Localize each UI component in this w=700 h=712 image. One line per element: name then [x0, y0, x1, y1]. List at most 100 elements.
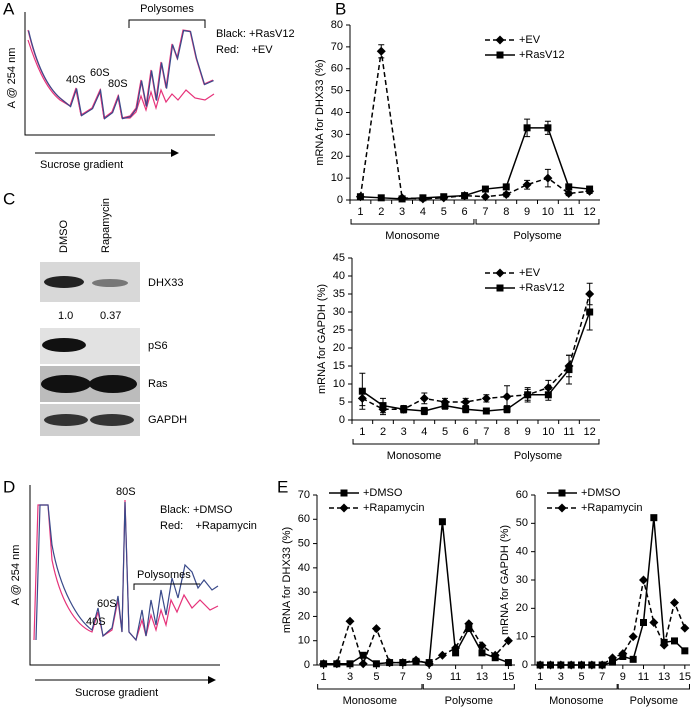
- data-point: [565, 183, 573, 191]
- key: Red: +Rapamycin: [160, 520, 257, 532]
- data-point: [319, 659, 329, 669]
- data-point: [586, 308, 594, 316]
- group-bracket: [535, 684, 618, 690]
- y-label: mRNA for GAPDH (%): [499, 525, 511, 635]
- data-point: [670, 598, 679, 608]
- y-tick-label: 20: [298, 610, 310, 622]
- data-point: [481, 393, 491, 403]
- panel-label: A: [3, 0, 15, 18]
- blot-label: DHX33: [148, 277, 183, 289]
- x-tick-label: 13: [476, 671, 488, 683]
- x-tick-label: 10: [542, 206, 554, 218]
- peak-label: 60S: [97, 598, 117, 610]
- data-point: [502, 183, 510, 191]
- quant: 0.37: [100, 310, 121, 322]
- peak-label: 40S: [66, 74, 86, 86]
- x-tick-label: 9: [620, 671, 626, 683]
- data-point: [586, 185, 594, 193]
- y-tick-label: 50: [516, 517, 528, 529]
- data-point: [543, 173, 553, 183]
- group-label: Polysome: [513, 230, 561, 242]
- x-label: Sucrose gradient: [40, 159, 123, 171]
- series-line: [361, 293, 591, 410]
- panel-label: D: [3, 477, 15, 496]
- data-point: [618, 649, 628, 659]
- data-point: [597, 660, 607, 670]
- x-tick-label: 6: [463, 426, 469, 438]
- series-line: [359, 51, 590, 200]
- legend-marker: [495, 35, 505, 45]
- legend-marker: [496, 284, 504, 292]
- profile-d: A @ 254 nm Sucrose gradient Polysomes 40…: [10, 485, 257, 699]
- group-bracket: [422, 684, 515, 690]
- group-bracket: [617, 684, 690, 690]
- group-bracket: [352, 439, 476, 445]
- data-point: [629, 655, 637, 663]
- legend-marker: [495, 268, 505, 278]
- data-point: [650, 514, 658, 522]
- data-point: [490, 650, 500, 660]
- y-tick-label: 60: [331, 63, 343, 75]
- x-tick-label: 7: [483, 426, 489, 438]
- y-tick-label: 30: [333, 306, 345, 318]
- data-point: [420, 407, 428, 415]
- data-point: [462, 405, 470, 413]
- data-point: [398, 658, 408, 668]
- data-point: [441, 402, 449, 410]
- data-point: [639, 575, 648, 585]
- peak-label: 80S: [116, 486, 136, 498]
- y-tick-label: 60: [298, 513, 310, 525]
- data-point: [411, 655, 421, 665]
- y-tick-label: 20: [331, 150, 343, 162]
- y-tick-label: 40: [331, 106, 343, 118]
- y-tick-label: 20: [516, 602, 528, 614]
- data-point: [640, 619, 647, 626]
- peak-label: 60S: [90, 67, 110, 79]
- data-point: [440, 193, 448, 201]
- key: Black: +RasV12: [216, 28, 295, 40]
- data-point: [424, 659, 434, 669]
- data-point: [503, 636, 513, 646]
- data-point: [564, 188, 574, 198]
- legend-label: +DMSO: [363, 487, 403, 499]
- y-label: mRNA for DHX33 (%): [314, 59, 326, 165]
- group-label: Monosome: [385, 230, 439, 242]
- data-point: [419, 393, 429, 403]
- data-point: [359, 651, 367, 659]
- data-point: [546, 660, 555, 670]
- x-tick-label: 8: [504, 426, 510, 438]
- y-tick-label: 60: [516, 489, 528, 501]
- y-tick-label: 0: [304, 659, 310, 671]
- group-label: Monosome: [343, 695, 397, 707]
- data-point: [587, 660, 597, 670]
- y-tick-label: 0: [339, 414, 345, 426]
- x-tick-label: 2: [378, 206, 384, 218]
- y-tick-label: 40: [298, 562, 310, 574]
- data-point: [358, 659, 368, 669]
- y-tick-label: 25: [333, 324, 345, 336]
- data-point: [419, 194, 427, 202]
- data-point: [503, 405, 511, 413]
- x-tick-label: 1: [537, 671, 543, 683]
- group-label: Polysome: [630, 695, 678, 707]
- data-point: [464, 619, 474, 629]
- blot-label: Ras: [148, 378, 168, 390]
- x-tick-label: 11: [638, 671, 649, 683]
- y-tick-label: 10: [333, 378, 345, 390]
- data-point: [332, 659, 342, 669]
- x-tick-label: 12: [583, 206, 595, 218]
- x-tick-label: 11: [563, 206, 574, 218]
- x-tick-label: 9: [525, 426, 531, 438]
- y-tick-label: 45: [333, 252, 345, 264]
- y-tick-label: 30: [516, 574, 528, 586]
- blot-label: pS6: [148, 340, 168, 352]
- data-point: [502, 392, 512, 402]
- x-tick-label: 4: [420, 206, 426, 218]
- panel-label: E: [277, 477, 288, 496]
- y-label: A @ 254 nm: [6, 48, 18, 109]
- series-line: [361, 311, 591, 412]
- data-point: [398, 195, 406, 203]
- data-point: [438, 518, 446, 526]
- x-tick-label: 3: [401, 426, 407, 438]
- legend-label: +RasV12: [519, 49, 565, 61]
